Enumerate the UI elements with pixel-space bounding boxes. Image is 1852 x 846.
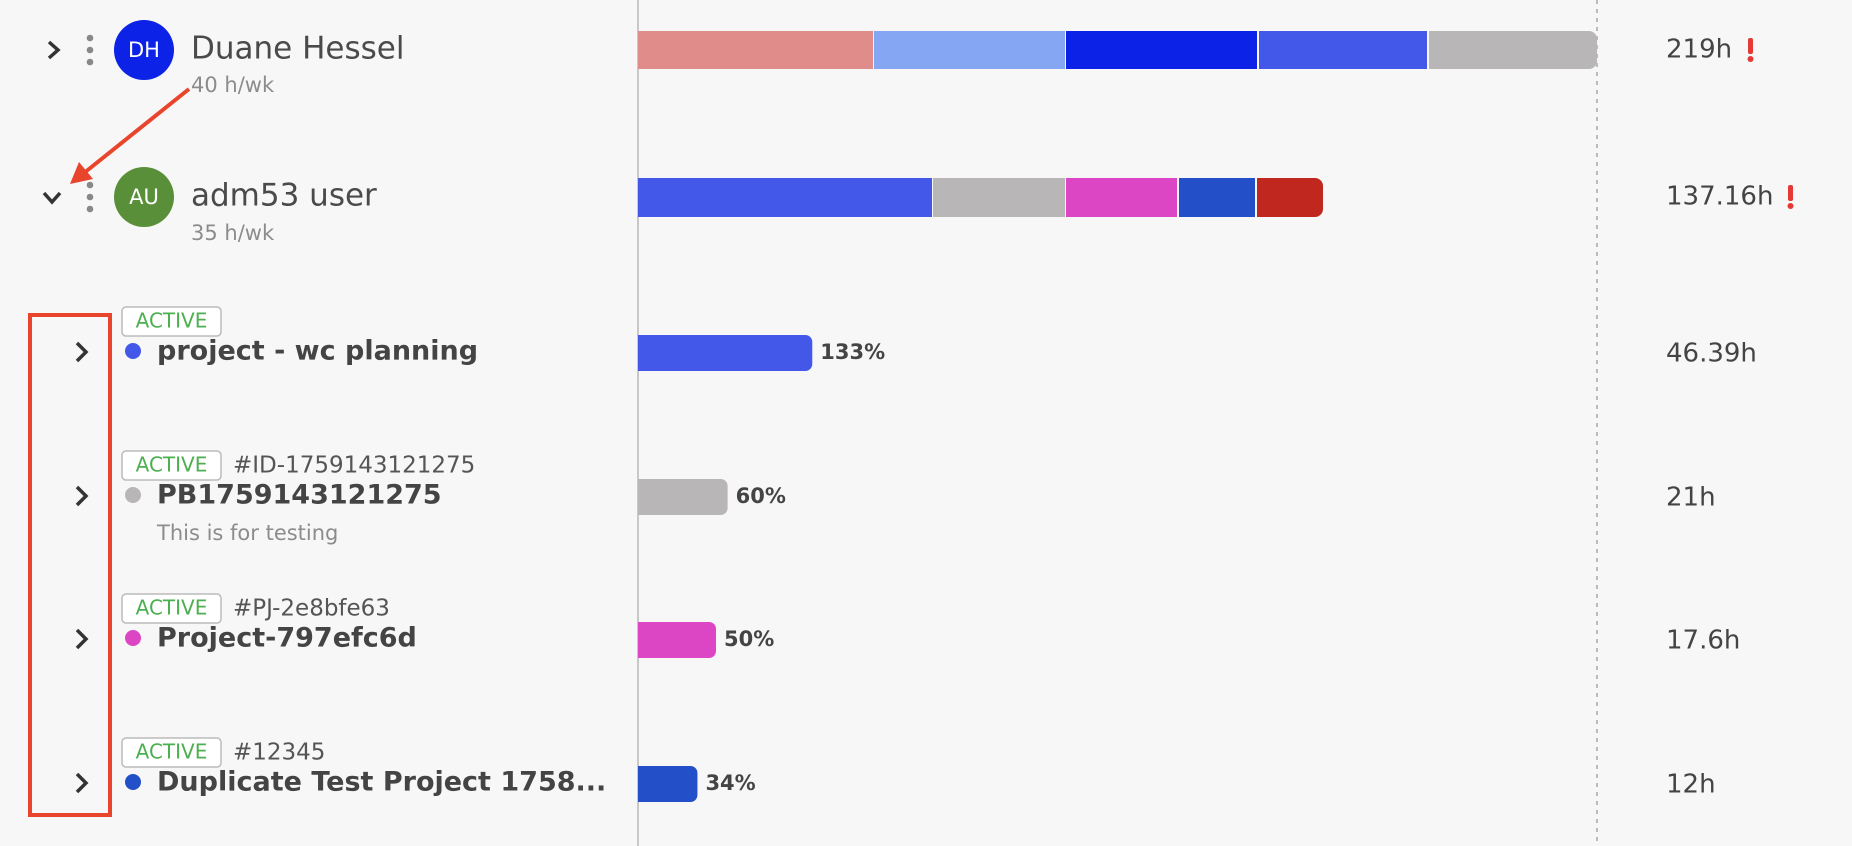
- project-name[interactable]: PB1759143121275: [157, 480, 442, 511]
- project-id: #ID-1759143121275: [233, 453, 475, 479]
- utilization-bar: [638, 479, 728, 515]
- project-hours: 46.39h: [1666, 339, 1757, 369]
- status-label: ACTIVE: [136, 596, 208, 620]
- project-color-dot: [125, 774, 141, 790]
- user-total: 137.16h: [1666, 182, 1773, 212]
- menu-dots[interactable]: [86, 181, 94, 213]
- project-name[interactable]: project - wc planning: [157, 336, 478, 367]
- status-label: ACTIVE: [136, 740, 208, 764]
- user-total: 219h: [1666, 35, 1732, 65]
- status-badge: [121, 306, 222, 337]
- warning-icon: [1787, 185, 1794, 209]
- project-name[interactable]: Project-797efc6d: [157, 623, 417, 654]
- avatar-initials: DH: [128, 38, 160, 62]
- project-description: This is for testing: [156, 521, 338, 545]
- project-color-dot: [125, 630, 141, 646]
- expand-chevron[interactable]: [47, 40, 61, 60]
- avatar: [114, 20, 174, 80]
- utilization-bar: [638, 622, 716, 658]
- project-hours: 12h: [1666, 770, 1716, 800]
- utilization-label: 50%: [724, 627, 774, 651]
- collapse-chevron[interactable]: [42, 191, 62, 205]
- project-name[interactable]: Duplicate Test Project 1758...: [157, 767, 606, 798]
- avatar: [114, 167, 174, 227]
- workload-bar: [638, 178, 1323, 217]
- project-id: #PJ-2e8bfe63: [233, 596, 390, 622]
- user-name[interactable]: adm53 user: [191, 178, 377, 214]
- annotation-arrow: [70, 87, 191, 184]
- utilization-label: 60%: [736, 484, 786, 508]
- status-badge: [121, 737, 222, 768]
- user-name[interactable]: Duane Hessel: [191, 31, 404, 67]
- status-label: ACTIVE: [136, 453, 208, 477]
- project-color-dot: [125, 487, 141, 503]
- highlight-box: [28, 313, 112, 817]
- user-capacity: 35 h/wk: [191, 221, 275, 245]
- status-label: ACTIVE: [136, 309, 208, 333]
- expand-chevron[interactable]: [75, 772, 89, 794]
- utilization-label: 133%: [820, 340, 885, 364]
- project-hours: 21h: [1666, 483, 1716, 513]
- avatar-initials: AU: [129, 185, 159, 209]
- expand-chevron[interactable]: [75, 485, 89, 507]
- utilization-bar: [638, 766, 698, 802]
- workload-bar: [638, 31, 1597, 69]
- warning-icon: [1747, 38, 1754, 62]
- menu-dots[interactable]: [86, 34, 94, 66]
- project-id: #12345: [233, 740, 325, 766]
- status-badge: [121, 450, 222, 481]
- expand-chevron[interactable]: [75, 628, 89, 650]
- utilization-label: 34%: [705, 771, 755, 795]
- project-color-dot: [125, 343, 141, 359]
- project-list: ACTIVE project - wc planning 133% 46.39h ACT…: [75, 306, 1757, 802]
- project-hours: 17.6h: [1666, 626, 1740, 656]
- status-badge: [121, 593, 222, 624]
- utilization-bar: [638, 335, 813, 371]
- user-capacity: 40 h/wk: [191, 73, 275, 97]
- expand-chevron[interactable]: [75, 341, 89, 363]
